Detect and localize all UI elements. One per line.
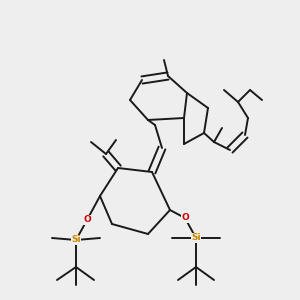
Text: O: O: [83, 215, 91, 224]
Text: Si: Si: [71, 236, 81, 244]
Text: O: O: [181, 214, 189, 223]
Text: Si: Si: [191, 233, 201, 242]
